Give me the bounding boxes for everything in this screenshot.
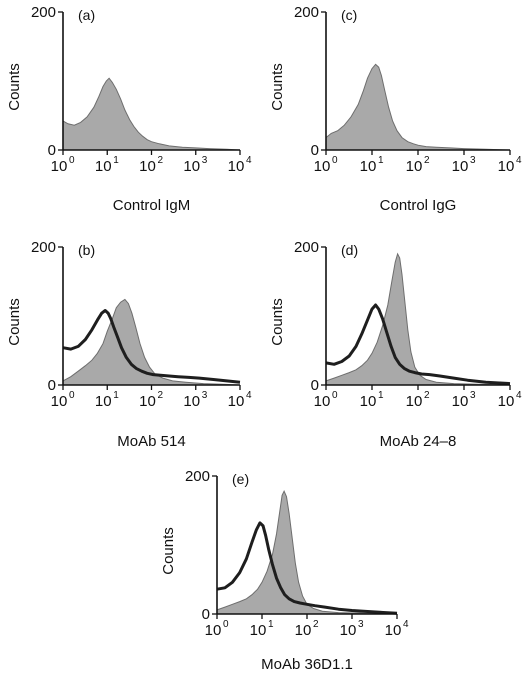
panel-label: (e) [232,471,249,487]
outline-histogram [62,309,241,384]
x-tick-label: 10 [406,393,423,410]
filled-histogram [325,63,511,151]
x-tick-exponent: 3 [202,390,208,401]
x-tick-label: 10 [139,158,156,175]
x-tick-exponent: 4 [516,155,522,166]
y-tick-label: 0 [311,142,319,159]
x-tick-exponent: 1 [268,619,274,630]
y-tick-label: 0 [202,606,210,623]
x-tick-label: 10 [452,393,469,410]
y-tick-label: 200 [294,239,319,256]
panel-label: (a) [78,7,95,23]
x-tick-exponent: 1 [378,155,384,166]
x-tick-label: 10 [250,622,267,639]
x-tick-exponent: 0 [332,390,338,401]
y-axis-label: Counts [269,298,286,346]
x-tick-label: 10 [205,622,222,639]
x-tick-exponent: 2 [158,155,164,166]
y-tick-label: 200 [31,239,56,256]
outline-histogram [216,521,398,615]
x-tick-label: 10 [498,393,515,410]
x-tick-exponent: 3 [470,155,476,166]
y-axis-label: Counts [160,527,177,575]
panel-label: (d) [341,242,358,258]
filled-histogram [325,252,511,386]
panel-label: (c) [341,7,357,23]
x-tick-exponent: 2 [424,155,430,166]
panel-label: (b) [78,242,95,258]
outline-histogram [325,303,511,386]
x-tick-exponent: 4 [246,155,252,166]
x-tick-label: 10 [51,158,68,175]
x-tick-exponent: 2 [424,390,430,401]
x-tick-exponent: 3 [470,390,476,401]
x-tick-label: 10 [452,158,469,175]
x-tick-exponent: 4 [246,390,252,401]
x-tick-label: 10 [314,393,331,410]
x-tick-label: 10 [406,158,423,175]
x-tick-label: 10 [51,393,68,410]
x-axis-label: MoAb 24–8 [380,433,457,450]
x-tick-exponent: 0 [69,155,75,166]
filled-histogram [62,298,241,386]
y-axis-label: Counts [6,63,23,111]
x-tick-exponent: 3 [358,619,364,630]
y-tick-label: 0 [311,377,319,394]
x-tick-exponent: 1 [113,390,119,401]
x-tick-label: 10 [385,622,402,639]
filled-histogram [62,77,241,151]
x-tick-label: 10 [183,158,200,175]
y-axis-label: Counts [6,298,23,346]
x-tick-label: 10 [95,393,112,410]
x-tick-exponent: 4 [403,619,409,630]
x-axis-label: Control IgM [113,197,191,214]
x-tick-exponent: 3 [202,155,208,166]
x-axis-label: MoAb 36D1.1 [261,656,353,673]
x-tick-label: 10 [139,393,156,410]
y-tick-label: 200 [185,468,210,485]
x-tick-label: 10 [498,158,515,175]
x-axis-label: MoAb 514 [117,433,185,450]
x-tick-exponent: 1 [113,155,119,166]
x-tick-label: 10 [183,393,200,410]
y-tick-label: 200 [294,4,319,21]
x-tick-label: 10 [95,158,112,175]
y-tick-label: 0 [48,377,56,394]
x-tick-label: 10 [228,393,245,410]
x-tick-exponent: 0 [332,155,338,166]
y-tick-label: 0 [48,142,56,159]
x-tick-exponent: 4 [516,390,522,401]
x-tick-exponent: 2 [313,619,319,630]
x-tick-exponent: 2 [158,390,164,401]
x-tick-label: 10 [228,158,245,175]
x-tick-label: 10 [360,158,377,175]
x-tick-exponent: 1 [378,390,384,401]
x-tick-label: 10 [340,622,357,639]
x-tick-label: 10 [360,393,377,410]
x-tick-exponent: 0 [69,390,75,401]
y-tick-label: 200 [31,4,56,21]
x-tick-exponent: 0 [223,619,229,630]
y-axis-label: Counts [269,63,286,111]
filled-histogram [216,490,398,615]
x-axis-label: Control IgG [380,197,457,214]
x-tick-label: 10 [314,158,331,175]
x-tick-label: 10 [295,622,312,639]
